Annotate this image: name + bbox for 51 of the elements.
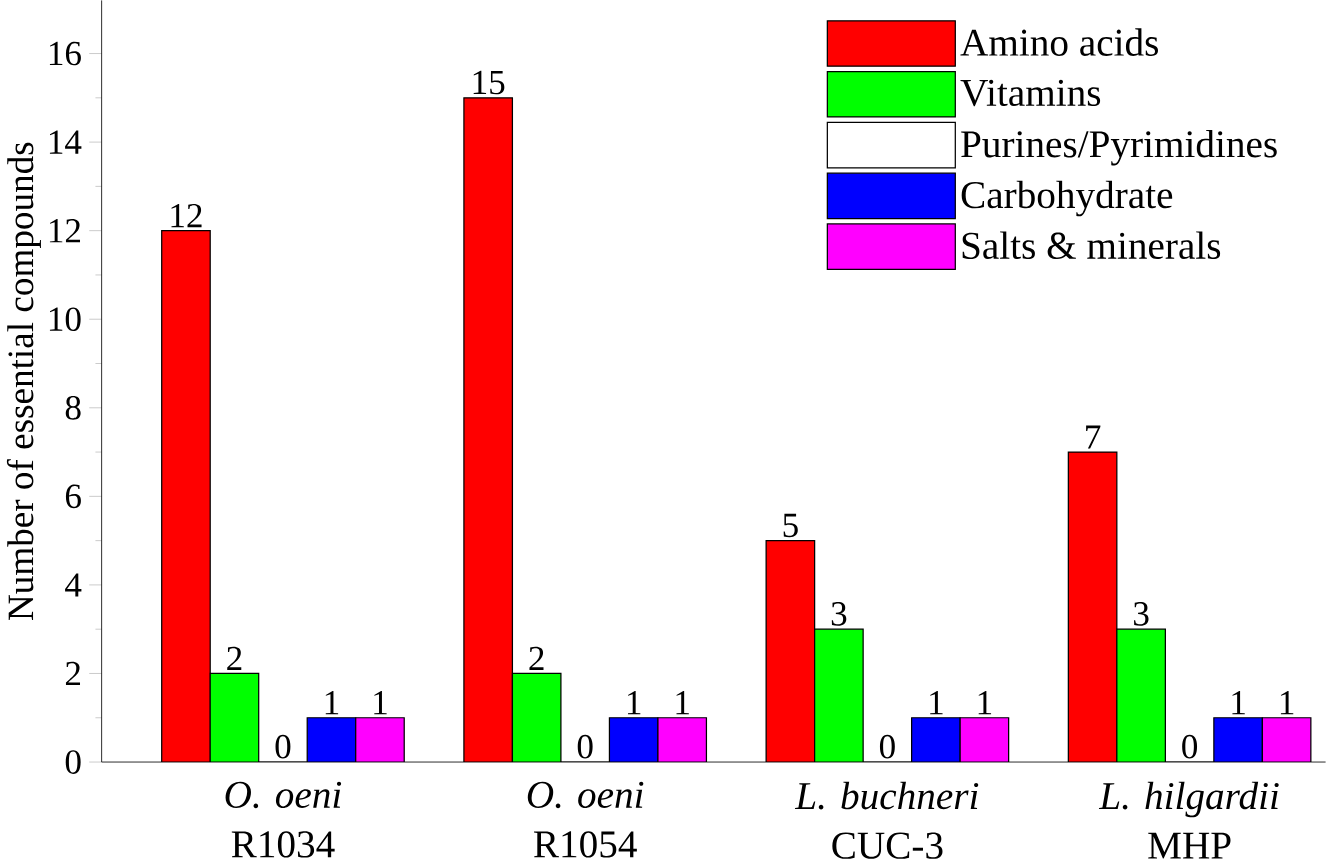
bar	[911, 717, 961, 763]
legend-label: Salts & minerals	[962, 231, 1221, 260]
y-tick-label: 6	[65, 484, 81, 509]
data-label: 1	[1232, 691, 1245, 715]
data-label: 12	[171, 204, 202, 228]
x-tick-label: O. oeni R1034	[225, 781, 342, 858]
bar	[1067, 451, 1118, 763]
bar	[766, 540, 815, 763]
data-label: 1	[627, 691, 641, 715]
bar	[657, 717, 707, 763]
legend-label: Purines/Pyrimidines	[961, 130, 1277, 166]
bar	[960, 717, 1009, 763]
data-label: 5	[783, 513, 798, 538]
data-label: 2	[227, 646, 242, 671]
data-label: 0	[275, 734, 291, 759]
legend-label: Carbohydrate	[961, 180, 1173, 217]
data-label: 0	[1182, 734, 1198, 759]
data-label: 1	[325, 691, 339, 715]
y-tick-label: 10	[49, 307, 81, 332]
y-axis-title: Number of essential compounds	[6, 142, 41, 621]
legend-label: Vitamins	[960, 79, 1101, 107]
y-tick-label: 14	[49, 130, 82, 154]
data-label: 3	[1134, 602, 1149, 626]
x-tick-label: O. oeni R1054	[527, 781, 644, 858]
data-label: 0	[577, 734, 593, 759]
data-label: 1	[930, 691, 943, 715]
y-tick-label: 4	[65, 573, 82, 597]
bar	[609, 717, 658, 763]
bar	[1213, 717, 1263, 763]
bar	[307, 717, 356, 763]
data-label: 0	[879, 734, 895, 759]
bar	[355, 717, 405, 763]
bar	[1261, 717, 1312, 763]
data-label: 2	[529, 646, 544, 671]
data-label: 7	[1086, 425, 1101, 449]
y-tick-label: 12	[49, 219, 81, 243]
data-label: 15	[473, 70, 505, 95]
y-tick-label: 2	[65, 661, 81, 686]
x-tick-label: L. buchneri CUC-3	[794, 781, 979, 859]
data-label: 1	[676, 691, 689, 715]
legend-label: Amino acids	[960, 28, 1158, 57]
data-label: 3	[831, 602, 847, 626]
y-tick-label: 8	[65, 396, 81, 420]
data-label: 1	[978, 691, 992, 715]
y-tick-label: 0	[65, 750, 81, 775]
data-label: 1	[374, 691, 387, 715]
data-label: 1	[1280, 691, 1294, 715]
y-tick-label: 16	[49, 41, 81, 66]
bar	[161, 230, 211, 763]
x-tick-label: L. hilgardii MHP	[1098, 781, 1279, 859]
bar	[463, 97, 513, 763]
